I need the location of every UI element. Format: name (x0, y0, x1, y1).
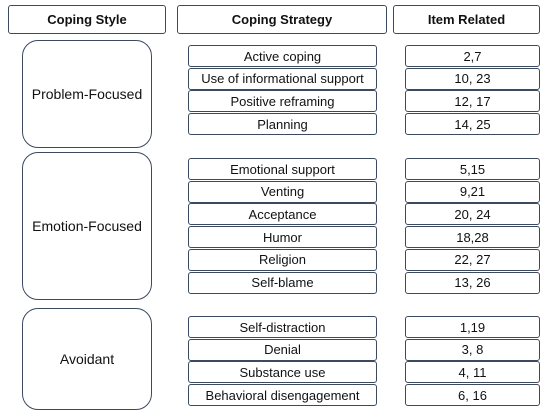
item-related: 9,21 (405, 180, 540, 203)
item-related: 10, 23 (405, 67, 540, 90)
item-related: 12, 17 (405, 90, 540, 113)
item-related: 1,19 (405, 316, 540, 338)
item-related: 13, 26 (405, 271, 540, 294)
coping-strategy: Emotional support (188, 158, 377, 180)
coping-style: Problem-Focused (22, 40, 152, 148)
coping-strategy: Acceptance (188, 203, 377, 226)
coping-strategy: Use of informational support (188, 67, 377, 90)
coping-strategy: Substance use (188, 361, 377, 384)
column-header: Coping Strategy (177, 5, 387, 34)
coping-strategy: Venting (188, 180, 377, 203)
coping-strategy: Planning (188, 113, 377, 136)
item-related: 4, 11 (405, 361, 540, 384)
item-related: 14, 25 (405, 113, 540, 136)
item-related: 2,7 (405, 45, 540, 67)
coping-strategy: Active coping (188, 45, 377, 67)
coping-strategy: Self-distraction (188, 316, 377, 338)
item-related: 3, 8 (405, 338, 540, 361)
coping-strategy: Humor (188, 226, 377, 249)
column-header: Item Related (393, 5, 540, 34)
item-related: 6, 16 (405, 384, 540, 407)
coping-style: Avoidant (22, 308, 152, 410)
item-related: 5,15 (405, 158, 540, 180)
coping-strategy: Self-blame (188, 271, 377, 294)
coping-strategy: Denial (188, 338, 377, 361)
item-related: 20, 24 (405, 203, 540, 226)
item-related: 18,28 (405, 226, 540, 249)
column-header: Coping Style (8, 5, 166, 34)
coping-strategy: Positive reframing (188, 90, 377, 113)
coping-strategy: Behavioral disengagement (188, 384, 377, 407)
coping-style: Emotion-Focused (22, 152, 152, 300)
coping-strategy: Religion (188, 248, 377, 271)
item-related: 22, 27 (405, 248, 540, 271)
